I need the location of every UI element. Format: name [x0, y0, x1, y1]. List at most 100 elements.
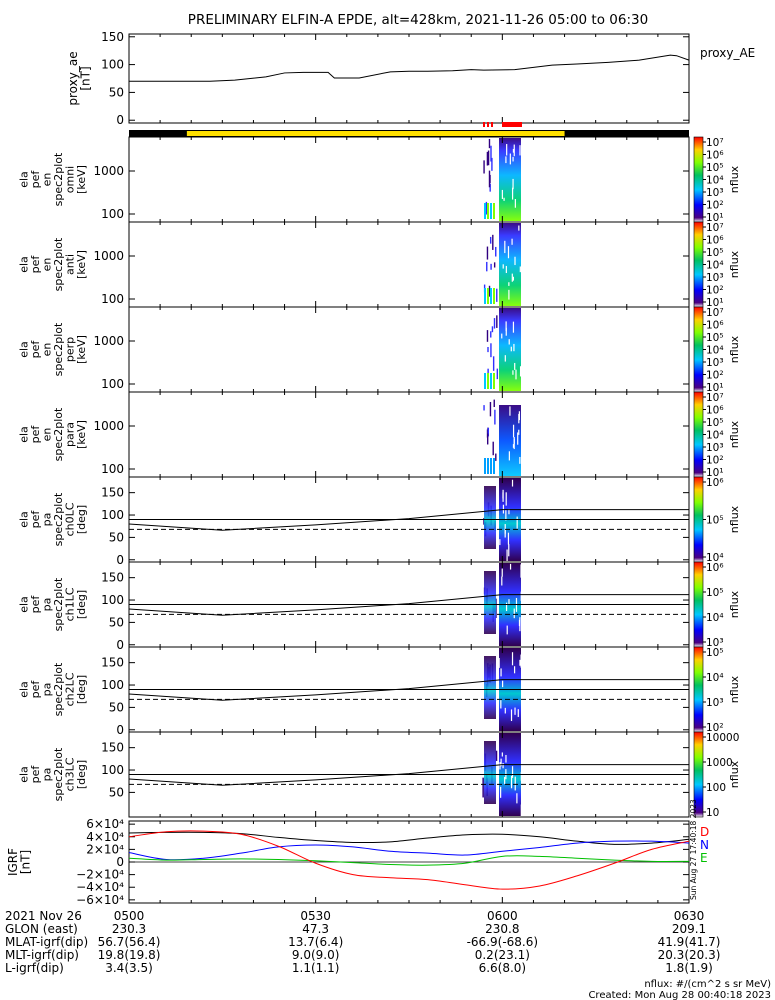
- panel-ch3LC-heat-gap: [499, 762, 501, 770]
- panel-ch2LC-heat-gap: [498, 658, 500, 668]
- panel-omni-heat-cell: [487, 203, 489, 219]
- panel-para-colorbar-tick-label: 10³: [706, 442, 724, 454]
- footer-row-value: 0.2(23.1): [475, 948, 530, 962]
- panel-ch1LC-colorbar-tick-label: 10³: [706, 637, 724, 649]
- panel-anti-heat-gap: [512, 276, 514, 281]
- panel-anti-ylabel-line: anti: [63, 254, 76, 275]
- panel-ch2LC-colorbar-label: nflux: [728, 675, 741, 703]
- panel-perp-heat-cell: [493, 373, 495, 389]
- panel-anti-heat-cell: [484, 288, 486, 304]
- panel-perp-colorbar-tick-label: 10²: [706, 370, 724, 382]
- panel-anti-ytick-label: 100: [101, 292, 124, 306]
- panel-perp-colorbar-label: nflux: [728, 335, 741, 363]
- panel-ch3LC-heat-gap: [516, 793, 518, 804]
- panel-anti-colorbar-tick-label: 10⁴: [706, 260, 724, 272]
- panel-perp-heat-cell: [487, 347, 489, 353]
- panel-ch0LC-heat-gap: [511, 479, 514, 487]
- footer-row-value: 230.3: [112, 922, 146, 936]
- panel-anti-ylabel-line: spec2plot: [52, 237, 65, 291]
- igrf-series-line-r: [128, 830, 690, 890]
- nflux-units: nflux: #/(cm^2 s sr MeV): [644, 979, 771, 990]
- footer-row-value: 13.7(6.4): [288, 935, 343, 949]
- footer-row-value: 209.1: [672, 922, 706, 936]
- panel-ch1LC-colorbar-label: nflux: [728, 590, 741, 618]
- panel-ch1LC-heat-gap: [521, 601, 523, 612]
- panel-ch0LC-heat-gap: [508, 544, 510, 557]
- proxy-ae-ylabel-line: proxy_ae: [66, 51, 80, 105]
- panel-anti-frame: [128, 221, 690, 308]
- panel-ch1LC-heat-gap: [520, 564, 522, 578]
- panel-omni-ylabel-line: pef: [29, 170, 42, 189]
- panel-perp-heat-gap: [514, 362, 516, 370]
- panel-omni-heat-gap: [513, 144, 515, 157]
- panel-ch1LC-losscone-line: [128, 594, 689, 616]
- panel-ch2LC-colorbar-tick-label: 10⁴: [706, 672, 724, 684]
- panel-anti-colorbar-tick-label: 10⁶: [706, 235, 724, 247]
- panel-ch1LC-ytick-label: 50: [109, 615, 124, 629]
- igrf-series-line-D: [128, 831, 690, 845]
- panel-omni-colorbar-tick-label: 10³: [706, 187, 724, 199]
- footer-row-value: 56.7(56.4): [98, 935, 161, 949]
- panel-ch3LC-colorbar-tick-label: 100: [706, 782, 726, 794]
- panel-para-colorbar-tick-label: 10⁶: [706, 405, 724, 417]
- panel-ch1LC-ylabel-line: pa: [40, 598, 53, 612]
- proxy-ae-legend: proxy_AE: [700, 46, 755, 60]
- panel-ch2LC-heat-gap: [517, 709, 519, 717]
- panel-anti-heat-cell: [486, 261, 488, 272]
- panel-omni-heat-gap: [511, 187, 514, 200]
- panel-para-heat-gap: [512, 444, 515, 448]
- panel-ch0LC-ytick-label: 50: [109, 530, 124, 544]
- panel-ch3LC-ylabel-line: [deg]: [75, 760, 88, 789]
- panel-omni-heat-cell: [484, 203, 486, 219]
- footer-row-value: 1.8(1.9): [665, 961, 713, 975]
- panel-ch1LC-ylabel-line: ela: [17, 596, 30, 613]
- panel-ch2LC-heat-gap: [521, 713, 523, 719]
- panel-perp-ylabel-line: ela: [17, 341, 30, 358]
- panel-para-heat-cell: [489, 401, 492, 417]
- panel-perp-heat-cell: [492, 356, 495, 371]
- panel-ch1LC-heat-block: [484, 571, 496, 634]
- panel-ch3LC-ytick-label: 50: [109, 785, 124, 799]
- panel-para-heat-gap: [508, 451, 510, 461]
- panel-anti-heat-gap: [508, 282, 510, 286]
- panel-para-heat-gap: [509, 406, 511, 416]
- panel-anti-heat-cell: [493, 288, 495, 304]
- panel-anti-colorbar-tick-label: 10⁵: [706, 247, 724, 259]
- igrf-ytick-label: 2×10⁴: [86, 842, 124, 856]
- panel-omni-ytick-label: 100: [101, 207, 124, 221]
- igrf-legend-E: E: [700, 851, 708, 865]
- panel-anti-heat-cell: [489, 236, 492, 244]
- panel-anti-colorbar-tick-label: 10⁷: [706, 222, 724, 234]
- proxy-ae-ylabel-line: [nT]: [78, 66, 92, 90]
- panel-ch3LC-colorbar-tick-label: 10000: [706, 732, 739, 744]
- panel-para-colorbar: [693, 391, 704, 478]
- panel-ch2LC-heat-gap: [504, 707, 506, 714]
- panel-perp-ylabel-line: spec2plot: [52, 322, 65, 376]
- panel-para-colorbar-tick-label: 10⁵: [706, 417, 724, 429]
- panel-perp-heat-cell: [484, 373, 486, 389]
- panel-perp-heat-gap: [505, 321, 507, 332]
- panel-perp-heat-cell: [496, 368, 499, 380]
- panel-para-heat-cell: [483, 405, 485, 411]
- panel-omni-colorbar-tick-label: 10⁶: [706, 150, 724, 162]
- panel-perp-heat-cell: [487, 373, 489, 389]
- panel-perp-ylabel-line: en: [40, 343, 53, 357]
- chart-title: PRELIMINARY ELFIN-A EPDE, alt=428km, 202…: [188, 12, 648, 28]
- panel-para-heat-cell: [492, 441, 494, 456]
- panel-omni-heat-gap: [501, 189, 503, 199]
- status-bar-red-tick: [483, 122, 485, 127]
- panel-ch1LC-heat-gap: [505, 602, 508, 612]
- footer-row-value: 19.8(19.8): [98, 948, 161, 962]
- panel-omni-heat-gap: [512, 148, 515, 153]
- panel-ch2LC-heat-gap: [500, 668, 502, 677]
- panel-omni-ytick-label: 1000: [93, 164, 124, 178]
- footer-row-value: 47.3: [302, 922, 329, 936]
- panel-para-heat-cell: [487, 427, 490, 437]
- panel-omni-heat-gap: [512, 178, 514, 190]
- panel-para-colorbar-tick-label: 10⁴: [706, 430, 724, 442]
- panel-ch0LC-ylabel-line: ela: [17, 511, 30, 528]
- panel-ch3LC-ytick-label: 100: [101, 763, 124, 777]
- panel-para-ylabel-line: en: [40, 428, 53, 442]
- panel-perp-heat-cell: [491, 326, 494, 333]
- panel-ch1LC-colorbar-tick-label: 10⁶: [706, 562, 724, 574]
